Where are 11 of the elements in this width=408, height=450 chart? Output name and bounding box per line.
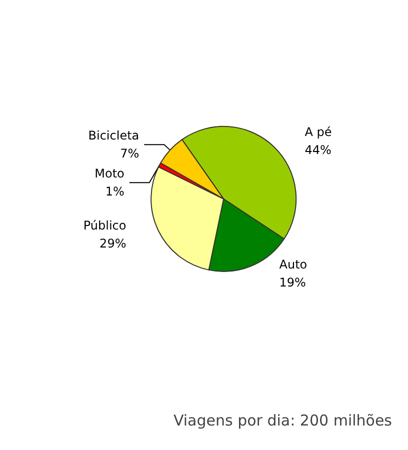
- slice-label: Bicicleta: [88, 128, 140, 143]
- data-label: 44%: [304, 143, 332, 158]
- slice-label: Público: [83, 218, 126, 232]
- text: Viagens por dia: 200 milhões: [173, 412, 392, 430]
- data-label: 19%: [279, 275, 306, 290]
- data-label: 29%: [100, 236, 126, 250]
- slice-label: Moto: [94, 166, 124, 181]
- slice-label: A pé: [304, 125, 332, 140]
- data-label: 7%: [120, 146, 140, 161]
- data-label: 1%: [105, 184, 124, 199]
- slice-label: Auto: [279, 257, 308, 272]
